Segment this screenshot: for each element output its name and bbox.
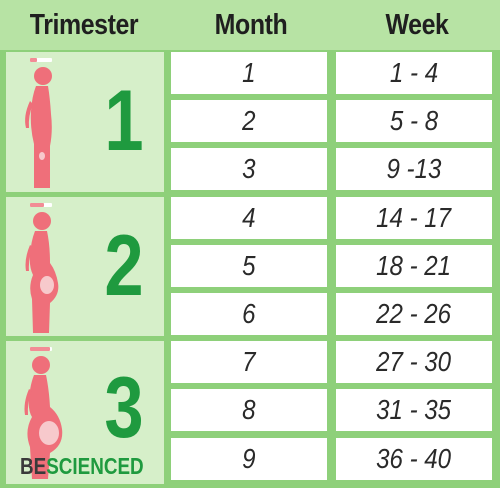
week-cell: 1 - 4 — [336, 52, 492, 94]
week-cell: 14 - 17 — [336, 197, 492, 239]
header-week: Week — [385, 9, 449, 41]
month-cell: 4 — [171, 197, 327, 239]
watermark-part-2: SCIENCED — [46, 453, 144, 479]
trimester-cell-1: 1 — [6, 52, 164, 192]
month-cell: 8 — [171, 389, 327, 431]
header-trimester: Trimester — [29, 9, 139, 41]
month-cell: 9 — [171, 438, 327, 480]
trimester-number: 2 — [104, 218, 144, 314]
week-cell: 22 - 26 — [336, 293, 492, 335]
trimester-number: 1 — [104, 73, 144, 169]
month-cell: 6 — [171, 293, 327, 335]
watermark-logo: BESCIENCED — [20, 452, 144, 480]
month-cell: 1 — [171, 52, 327, 94]
week-cell: 9 -13 — [336, 148, 492, 190]
week-cell: 31 - 35 — [336, 389, 492, 431]
month-cell: 2 — [171, 100, 327, 142]
trimester-number: 3 — [104, 360, 144, 456]
pregnant-woman-silhouette-icon — [25, 58, 52, 188]
trimester-cell-3: 3 — [6, 341, 164, 484]
pregnant-woman-silhouette-icon — [25, 203, 59, 333]
fetus-icon — [39, 152, 45, 160]
fetus-icon — [40, 276, 54, 294]
week-cell: 27 - 30 — [336, 341, 492, 383]
week-cell: 36 - 40 — [336, 438, 492, 480]
month-cell: 5 — [171, 245, 327, 287]
fetus-icon — [39, 421, 59, 445]
watermark-part-1: BE — [20, 453, 47, 479]
trimester-cell-2: 2 — [6, 197, 164, 336]
month-cell: 7 — [171, 341, 327, 383]
header-month: Month — [214, 9, 288, 41]
pregnant-woman-silhouette-icon — [24, 347, 63, 479]
month-cell: 3 — [171, 148, 327, 190]
week-cell: 5 - 8 — [336, 100, 492, 142]
table-header: Trimester Month Week — [0, 0, 500, 50]
week-cell: 18 - 21 — [336, 245, 492, 287]
